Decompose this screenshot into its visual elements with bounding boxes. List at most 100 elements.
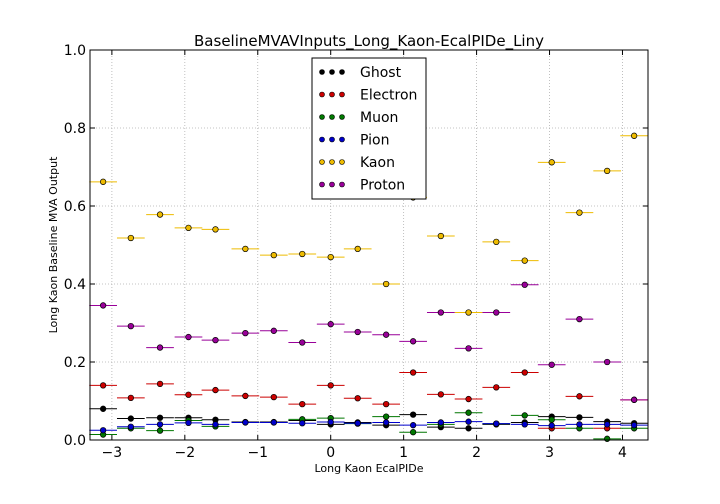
legend-label-proton: Proton — [360, 178, 405, 194]
legend-marker-proton — [339, 181, 345, 188]
legend-marker-muon — [339, 114, 345, 120]
x-tick-label: 4 — [618, 445, 627, 461]
electron-point — [242, 392, 249, 400]
ghost-point — [576, 414, 583, 421]
electron-point — [382, 400, 390, 408]
ghost-point — [99, 405, 107, 412]
pion-point — [127, 423, 134, 430]
kaon-point — [185, 224, 192, 231]
pion-point — [548, 422, 555, 429]
kaon-point — [354, 245, 361, 253]
muon-point — [409, 429, 417, 436]
ghost-point — [156, 414, 164, 421]
legend-marker-pion — [319, 136, 325, 143]
kaon-point — [465, 309, 472, 316]
ghost-point — [409, 411, 417, 418]
legend-marker-pion — [339, 136, 345, 143]
electron-point — [465, 395, 472, 403]
legend-marker-ghost — [339, 69, 345, 75]
kaon-point — [127, 234, 134, 242]
legend-marker-electron — [329, 91, 335, 98]
muon-point — [604, 435, 611, 442]
muon-point — [382, 413, 390, 420]
pion-point — [99, 427, 107, 434]
proton-point — [382, 331, 390, 338]
chart-title: BaselineMVAVInputs_Long_Kaon-EcalPIDe_Li… — [194, 32, 544, 51]
legend-marker-muon — [329, 114, 335, 120]
pion-point — [630, 422, 638, 429]
proton-point — [242, 329, 249, 337]
muon-point — [465, 409, 472, 416]
legend-marker-kaon — [339, 159, 345, 165]
proton-point — [465, 345, 472, 352]
legend-marker-proton — [319, 181, 325, 188]
proton-point — [185, 333, 192, 341]
kaon-point — [382, 280, 390, 288]
kaon-point — [493, 238, 500, 246]
y-tick-label: 0.2 — [64, 355, 86, 371]
legend-marker-ghost — [329, 69, 335, 75]
electron-point — [576, 393, 583, 400]
kaon-point — [99, 178, 107, 185]
legend-label-kaon: Kaon — [360, 155, 395, 171]
proton-point — [212, 337, 219, 344]
legend-label-ghost: Ghost — [360, 65, 402, 81]
proton-point — [630, 396, 638, 403]
kaon-point — [548, 159, 555, 166]
proton-point — [156, 344, 164, 351]
legend-label-pion: Pion — [360, 133, 389, 149]
proton-point — [493, 309, 500, 316]
electron-point — [156, 380, 164, 387]
x-tick-label: 2 — [472, 445, 481, 461]
pion-point — [270, 419, 277, 426]
electron-point — [185, 391, 192, 398]
kaon-point — [437, 232, 444, 240]
proton-point — [99, 302, 107, 309]
proton-point — [270, 327, 277, 334]
electron-point — [437, 391, 444, 398]
pion-point — [604, 421, 611, 428]
y-axis-label: Long Kaon Baseline MVA Output — [47, 156, 60, 333]
kaon-point — [327, 253, 334, 261]
legend-marker-proton — [329, 181, 335, 188]
axis-ticks: −3 −2 −1 0 1 2 3 4 0.0 0.2 0.4 0.6 0.8 1.0 — [64, 43, 648, 461]
legend-label-electron: Electron — [360, 88, 417, 104]
legend-marker-electron — [339, 91, 345, 98]
legend-marker-ghost — [319, 69, 325, 75]
electron-point — [127, 394, 134, 402]
kaon-point — [156, 211, 164, 218]
kaon-point — [630, 132, 638, 139]
x-tick-label: 3 — [545, 445, 554, 461]
kaon-point — [521, 257, 528, 264]
pion-point — [327, 418, 334, 426]
x-tick-label: −3 — [102, 445, 123, 461]
x-axis-label: Long Kaon EcalPIDe — [315, 462, 424, 475]
proton-point — [354, 328, 361, 336]
y-tick-label: 0.8 — [64, 121, 86, 137]
kaon-point — [212, 226, 219, 233]
legend-marker-kaon — [329, 159, 335, 165]
electron-point — [327, 382, 334, 389]
pion-point — [409, 422, 417, 429]
legend: Ghost Electron Muon Pion Kaon Proton — [311, 57, 427, 200]
proton-point — [548, 361, 555, 368]
proton-point — [604, 358, 611, 366]
muon-point — [521, 412, 528, 419]
electron-point — [409, 369, 417, 376]
proton-point — [409, 338, 417, 345]
legend-label-muon: Muon — [360, 110, 398, 126]
electron-point — [99, 382, 107, 389]
proton-point — [521, 281, 528, 288]
pion-point — [242, 419, 249, 426]
kaon-point — [576, 209, 583, 216]
y-tick-label: 0.0 — [64, 433, 86, 449]
ghost-point — [465, 425, 472, 432]
legend-marker-muon — [319, 114, 325, 120]
legend-marker-electron — [319, 91, 325, 98]
muon-point — [156, 427, 164, 434]
y-tick-label: 0.6 — [64, 199, 86, 215]
x-tick-label: 0 — [326, 445, 335, 461]
pion-point — [354, 420, 361, 427]
kaon-point — [270, 251, 277, 259]
